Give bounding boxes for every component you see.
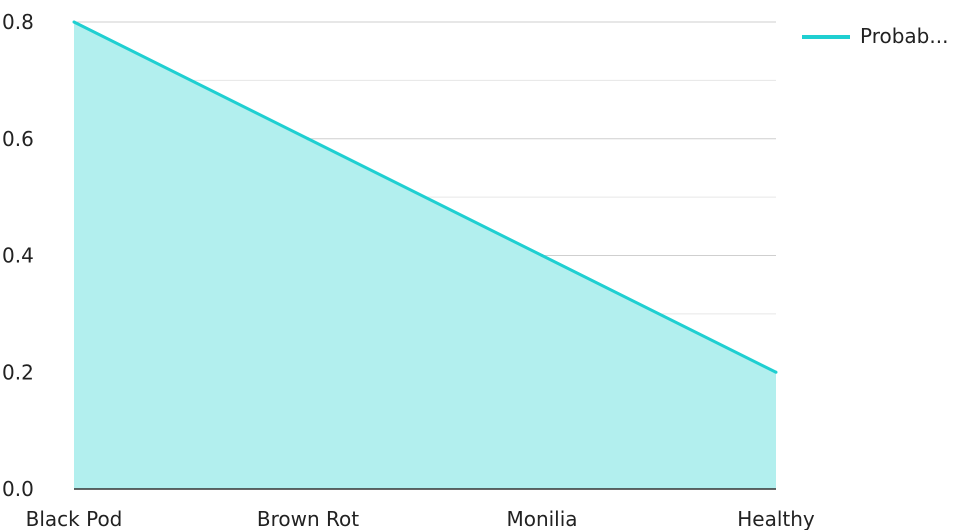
y-tick-label: 0.2 [2, 360, 34, 384]
data-point-black-pod[interactable] [72, 20, 76, 24]
x-tick-label-black-pod: Black Pod [26, 507, 123, 530]
x-tick-label-brown-rot: Brown Rot [257, 507, 359, 530]
x-tick-label-monilia: Monilia [506, 507, 577, 530]
data-point-healthy[interactable] [774, 370, 778, 374]
data-point-monilia[interactable] [540, 254, 544, 257]
x-tick-labels: Black Pod Brown Rot Monilia Healthy [26, 507, 815, 530]
y-tick-label: 0.4 [2, 244, 34, 268]
x-tick-label-healthy: Healthy [737, 507, 815, 530]
series-line [73, 20, 777, 374]
y-tick-label: 0.0 [2, 477, 34, 501]
area-series [72, 20, 778, 489]
legend[interactable]: Probab... [802, 24, 948, 48]
y-tick-label: 0.8 [2, 10, 34, 34]
data-point-brown-rot[interactable] [306, 137, 310, 141]
y-tick-labels: 0.0 0.2 0.4 0.6 0.8 [2, 10, 34, 501]
y-tick-label: 0.6 [2, 127, 34, 151]
area-fill [74, 22, 776, 489]
legend-label: Probab... [860, 24, 948, 48]
